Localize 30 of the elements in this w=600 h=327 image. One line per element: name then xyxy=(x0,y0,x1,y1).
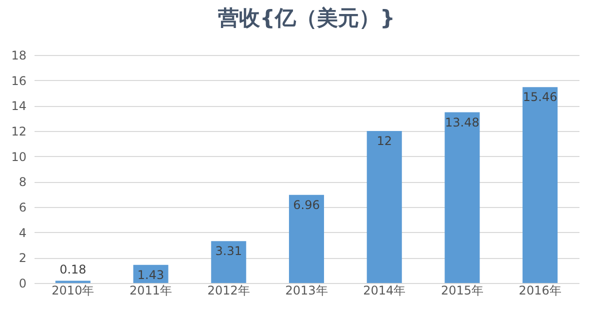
data-label: 15.46 xyxy=(522,90,558,104)
y-tick-label: 0 xyxy=(18,276,26,290)
x-tick-label: 2011年 xyxy=(130,284,172,298)
x-tick-label: 2015年 xyxy=(440,284,484,298)
x-tick-label: 2014年 xyxy=(363,284,406,298)
y-tick-label: 14 xyxy=(11,99,26,114)
chart-title: 营收{亿（美元）} xyxy=(217,6,395,30)
y-tick-label: 18 xyxy=(11,48,26,62)
y-tick-label: 10 xyxy=(11,150,26,164)
bar xyxy=(211,241,246,283)
y-tick-label: 6 xyxy=(18,200,26,214)
x-tick-label: 2012年 xyxy=(207,284,250,298)
y-tick-label: 16 xyxy=(11,74,26,88)
bar xyxy=(522,87,558,283)
x-tick-label: 2013年 xyxy=(285,284,328,298)
x-tick-label: 2010年 xyxy=(52,284,94,298)
bar xyxy=(288,194,324,283)
y-tick-label: 8 xyxy=(18,175,26,190)
data-label: 1.43 xyxy=(137,268,164,282)
bar xyxy=(444,112,480,283)
data-label: 0.18 xyxy=(60,262,86,277)
y-tick-label: 2 xyxy=(18,251,26,266)
data-label: 13.48 xyxy=(445,115,480,130)
data-label: 3.31 xyxy=(215,244,242,258)
data-label: 12 xyxy=(376,134,392,148)
data-label: 6.96 xyxy=(293,198,320,212)
y-tick-label: 12 xyxy=(11,124,26,138)
y-tick-label: 4 xyxy=(18,226,26,240)
x-tick-label: 2016年 xyxy=(518,284,562,298)
bar xyxy=(366,131,402,283)
